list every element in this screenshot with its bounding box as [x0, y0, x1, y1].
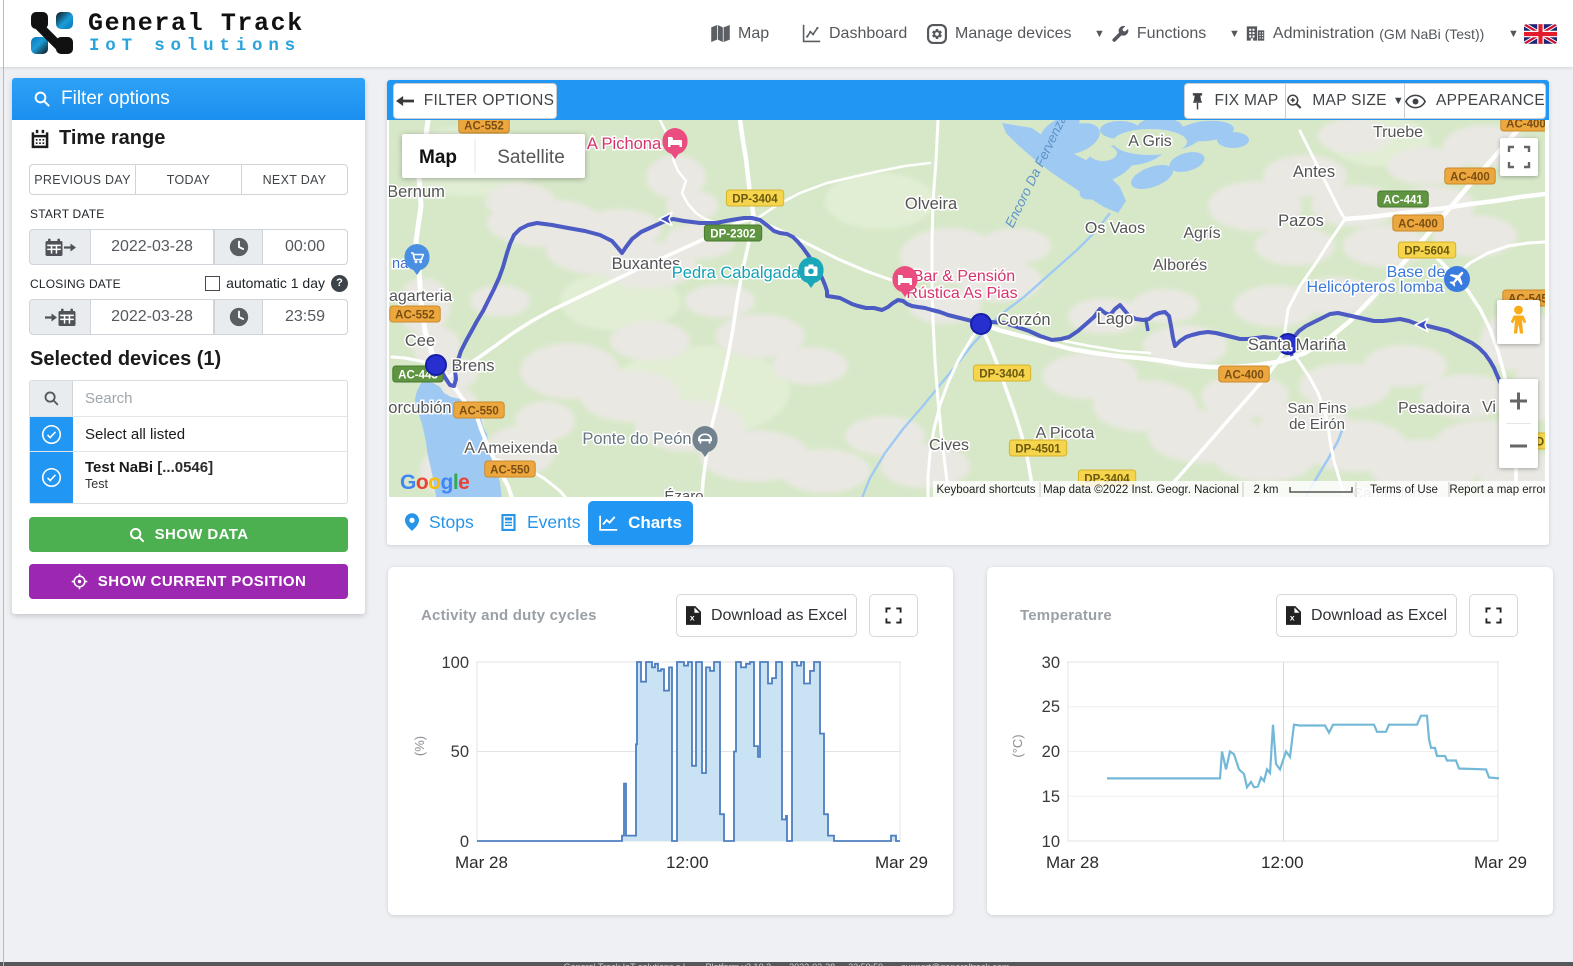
svg-text:Keyboard shortcuts: Keyboard shortcuts: [936, 484, 1035, 496]
svg-text:AC-400: AC-400: [1450, 172, 1490, 184]
svg-text:Santa Mariña: Santa Mariña: [1248, 336, 1347, 354]
svg-text:DP-2302: DP-2302: [710, 229, 755, 241]
svg-text:0: 0: [460, 833, 469, 851]
svg-text:AC-400: AC-400: [1506, 120, 1545, 131]
svg-text:DP-3404: DP-3404: [732, 194, 778, 206]
svg-text:Pedra Cabalgada: Pedra Cabalgada: [672, 264, 801, 282]
svg-text:Bar & Pensión: Bar & Pensión: [913, 268, 1015, 285]
svg-text:Ézaro: Ézaro: [664, 488, 703, 497]
svg-text:AC-400: AC-400: [1398, 219, 1438, 231]
svg-text:AC-400: AC-400: [1224, 370, 1264, 382]
svg-text:50: 50: [451, 743, 469, 761]
svg-text:Cee: Cee: [405, 332, 435, 350]
svg-text:Truebe: Truebe: [1373, 124, 1423, 141]
svg-text:Lago: Lago: [1097, 310, 1134, 328]
svg-text:2 km: 2 km: [1254, 484, 1279, 496]
svg-text:10: 10: [1042, 833, 1060, 851]
svg-text:Mar 28: Mar 28: [455, 853, 508, 872]
svg-text:Satellite: Satellite: [497, 147, 565, 168]
svg-text:agarteria: agarteria: [389, 288, 452, 305]
svg-text:Bernum: Bernum: [389, 183, 445, 201]
svg-text:AC-550: AC-550: [490, 465, 530, 477]
svg-text:15: 15: [1042, 788, 1060, 806]
svg-text:x: x: [1290, 613, 1295, 623]
svg-text:Map: Map: [419, 147, 457, 168]
svg-text:25: 25: [1042, 698, 1060, 716]
svg-text:(%): (%): [412, 736, 427, 756]
svg-text:Mar 29: Mar 29: [1474, 853, 1527, 872]
svg-text:Report a map error: Report a map error: [1449, 484, 1545, 496]
svg-text:DP-5: DP-5: [1536, 437, 1545, 449]
svg-text:Corzón: Corzón: [997, 311, 1050, 329]
svg-text:Olveira: Olveira: [905, 195, 958, 213]
svg-text:AC-441: AC-441: [1383, 195, 1423, 207]
svg-text:Google: Google: [400, 471, 469, 494]
svg-text:30: 30: [1042, 654, 1060, 672]
svg-text:Mar 28: Mar 28: [1046, 853, 1099, 872]
svg-text:Rústica As Pias: Rústica As Pias: [906, 285, 1017, 302]
svg-text:Agrís: Agrís: [1183, 225, 1220, 242]
svg-text:12:00: 12:00: [1261, 853, 1304, 872]
svg-text:A Gris: A Gris: [1128, 133, 1172, 150]
svg-text:DP-4501: DP-4501: [1015, 444, 1061, 456]
svg-text:de Eirón: de Eirón: [1289, 416, 1345, 433]
svg-text:x: x: [690, 613, 695, 623]
svg-text:A Picota: A Picota: [1036, 425, 1095, 442]
svg-text:Helicópteros lomba: Helicópteros lomba: [1307, 279, 1444, 296]
svg-text:Cives: Cives: [929, 437, 969, 454]
svg-text:12:00: 12:00: [666, 853, 709, 872]
svg-text:Map data ©2022 Inst. Geogr. Na: Map data ©2022 Inst. Geogr. Nacional: [1043, 484, 1239, 496]
svg-text:San Fins: San Fins: [1287, 400, 1346, 417]
svg-text:Brens: Brens: [451, 357, 494, 375]
svg-text:AC-552: AC-552: [464, 121, 504, 133]
svg-text:Terms of Use: Terms of Use: [1370, 484, 1438, 496]
svg-text:20: 20: [1042, 743, 1060, 761]
svg-text:AC-443: AC-443: [398, 370, 438, 382]
svg-text:Antes: Antes: [1293, 163, 1335, 181]
svg-text:A Pichona: A Pichona: [587, 135, 662, 153]
svg-text:DP-5604: DP-5604: [1404, 246, 1450, 258]
svg-text:Vi: Vi: [1482, 399, 1496, 416]
svg-text:A Ameixenda: A Ameixenda: [464, 440, 558, 457]
svg-text:Pesadoira: Pesadoira: [1398, 400, 1470, 417]
svg-text:Alborés: Alborés: [1153, 257, 1207, 274]
svg-text:Pazos: Pazos: [1278, 212, 1324, 230]
svg-text:(°C): (°C): [1010, 734, 1025, 757]
svg-text:Base de: Base de: [1387, 264, 1446, 281]
svg-text:Buxantes: Buxantes: [612, 255, 681, 273]
svg-text:AC-550: AC-550: [459, 406, 499, 418]
svg-text:Corcubión: Corcubión: [389, 399, 452, 417]
svg-text:AC-552: AC-552: [395, 310, 435, 322]
svg-text:100: 100: [441, 654, 469, 672]
svg-text:Ponte do Peón: Ponte do Peón: [582, 430, 691, 448]
svg-text:Os Vaos: Os Vaos: [1085, 220, 1145, 237]
svg-text:DP-3404: DP-3404: [979, 369, 1025, 381]
svg-text:Mar 29: Mar 29: [875, 853, 928, 872]
